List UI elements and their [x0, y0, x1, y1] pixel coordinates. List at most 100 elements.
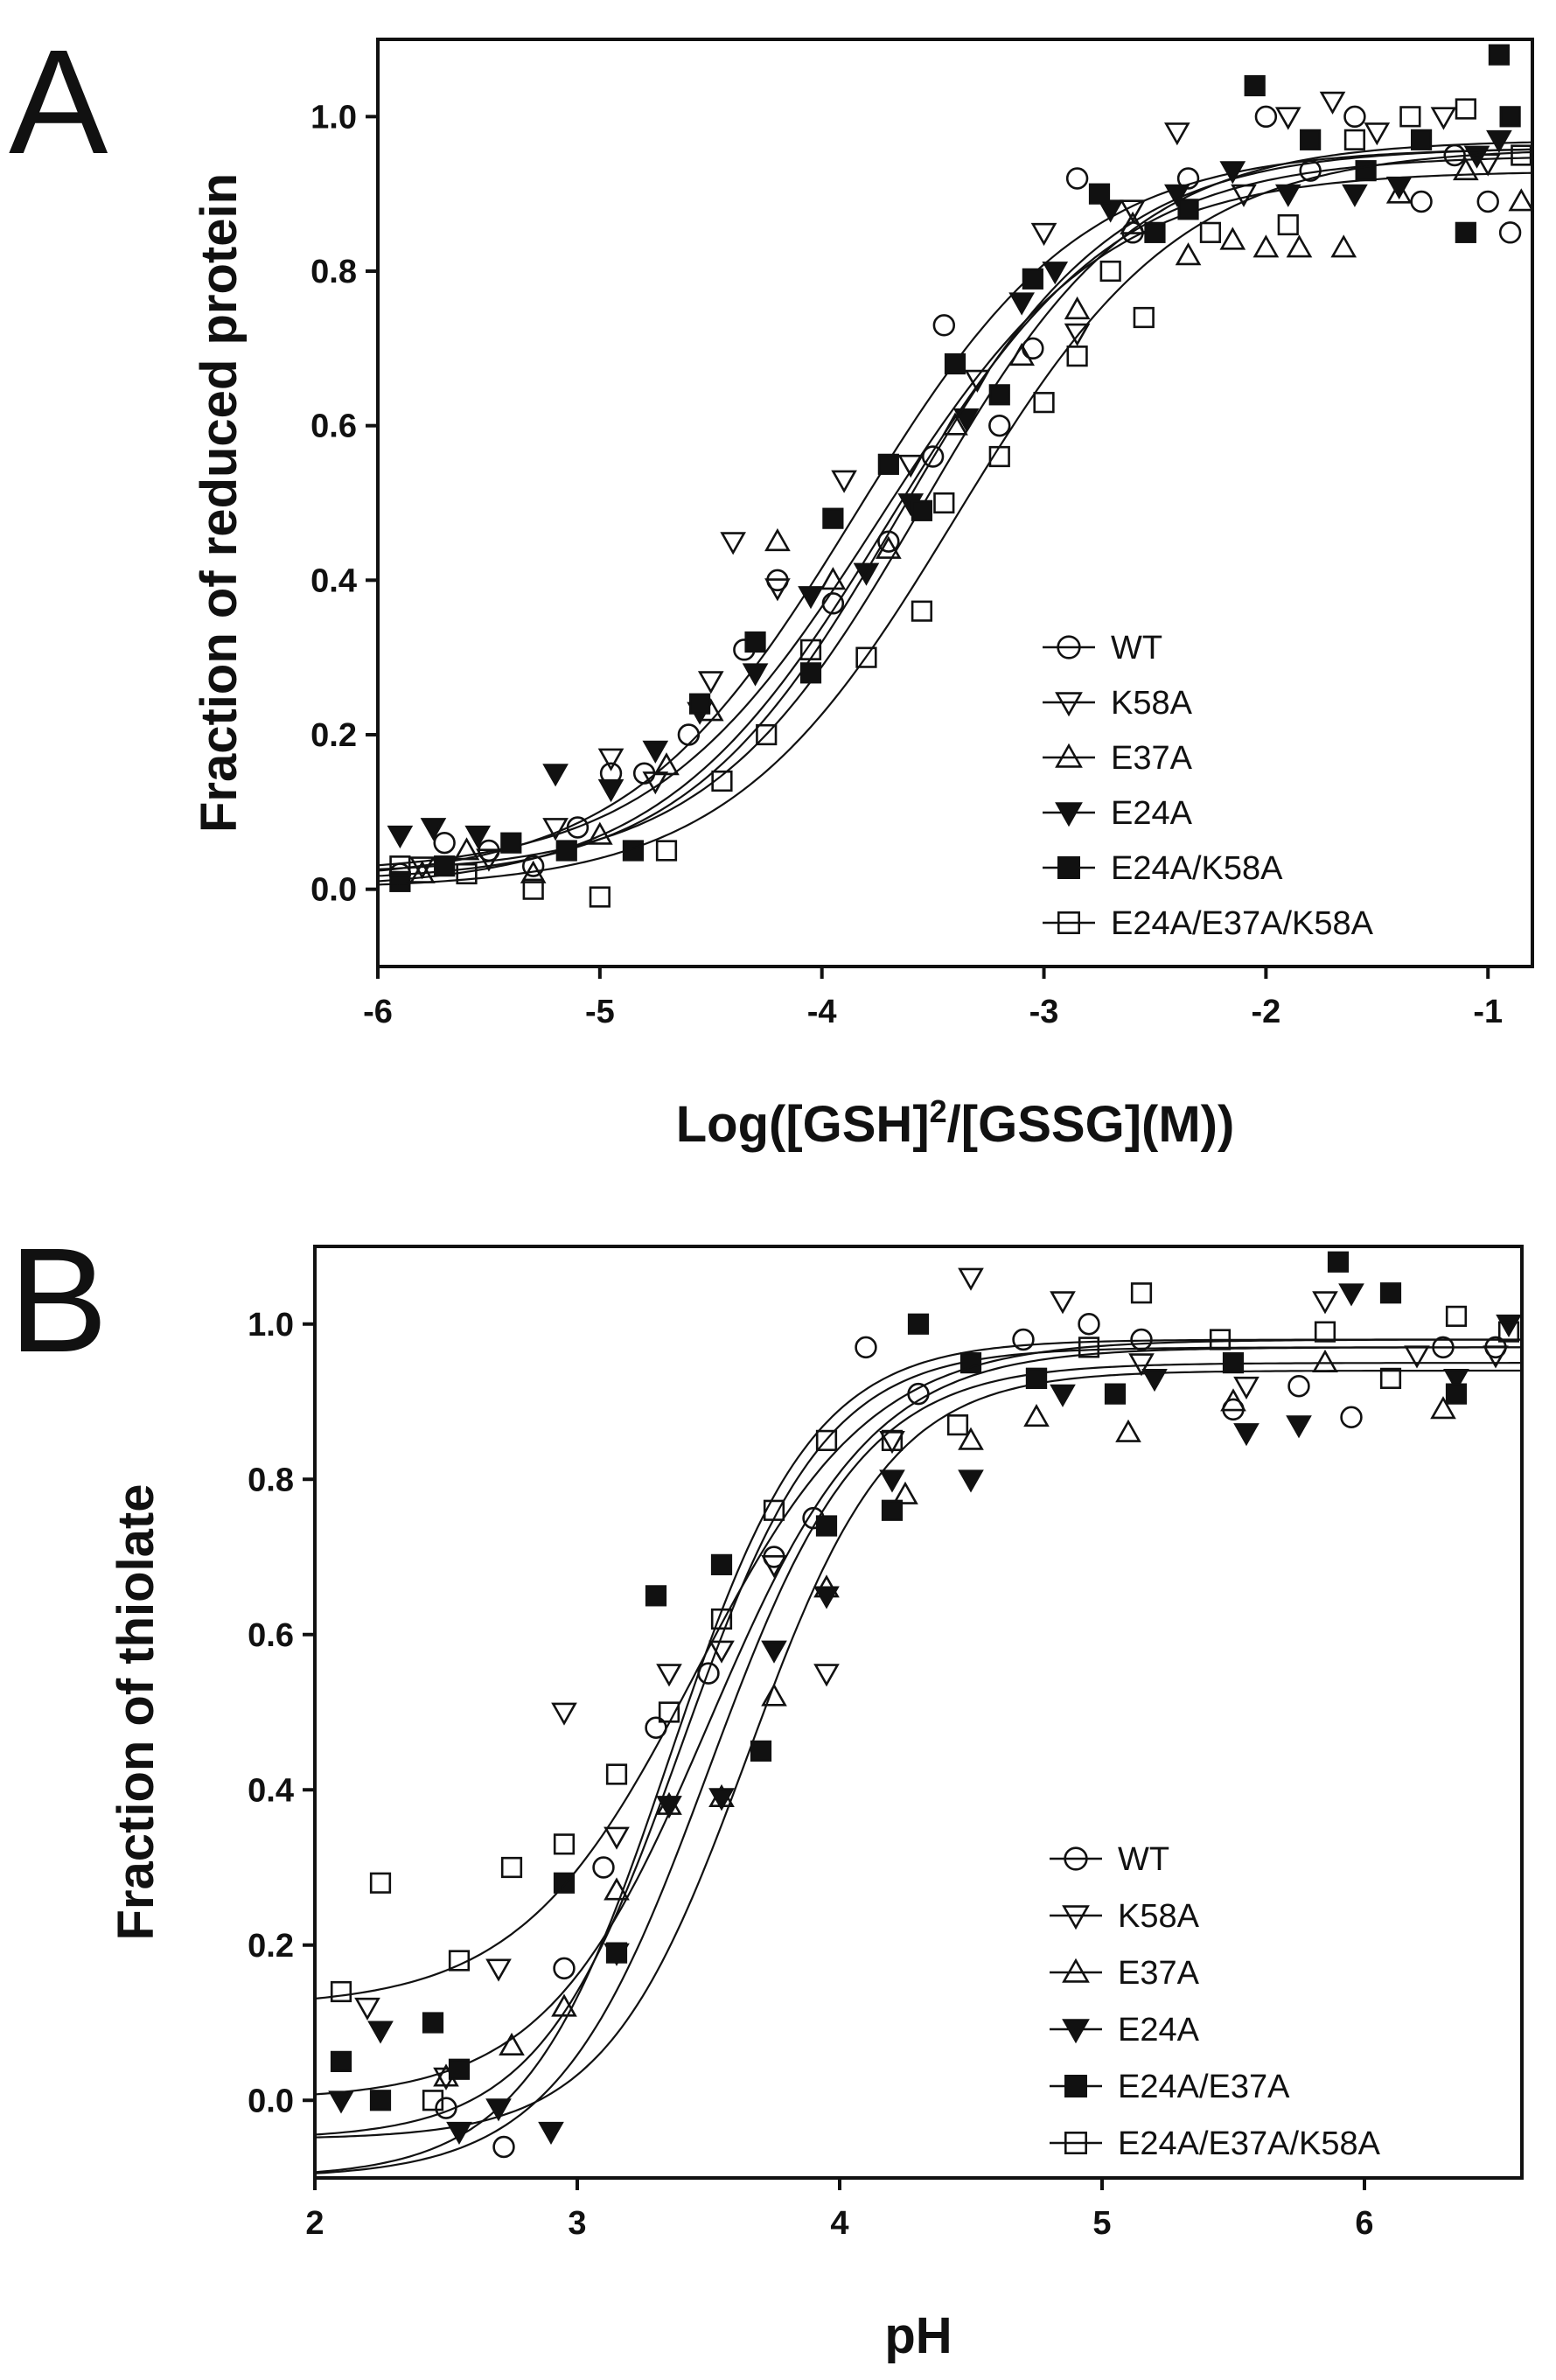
data-point	[500, 1856, 523, 1879]
data-point	[499, 2032, 525, 2056]
data-point	[958, 1427, 984, 1450]
legend-label: E24A/K58A	[1111, 850, 1283, 887]
data-point	[988, 414, 1011, 437]
data-point	[369, 2090, 392, 2111]
fit-curve-b-3	[317, 1362, 1520, 2174]
legend-marker	[1055, 743, 1083, 768]
data-point	[1050, 1291, 1076, 1315]
fit-curve-a-5	[380, 150, 1531, 886]
data-point	[597, 748, 624, 771]
data-point	[1445, 1305, 1468, 1327]
x-tick-label-a: -3	[1029, 994, 1059, 1030]
data-point	[813, 1586, 840, 1609]
data-point	[892, 1481, 918, 1504]
legend-label: K58A	[1111, 685, 1193, 722]
data-point	[688, 693, 711, 715]
data-point	[1319, 91, 1346, 115]
data-point	[354, 1997, 380, 2021]
legend-b: WT K58A E37A E24A E24A/E37A E24A/E37A/K58A	[1050, 1841, 1381, 2162]
data-point	[1312, 1291, 1338, 1315]
data-point	[1176, 167, 1200, 190]
legend-marker	[1055, 802, 1083, 827]
data-point	[677, 723, 701, 746]
data-point	[521, 855, 545, 877]
data-point	[1164, 184, 1190, 207]
data-point	[1064, 323, 1091, 346]
data-point	[605, 1763, 628, 1785]
data-point	[645, 1585, 667, 1607]
legend-label: E24A/E37A/K58A	[1111, 905, 1374, 942]
series-b-5	[317, 1282, 1520, 2111]
data-point	[1033, 392, 1055, 414]
data-point	[553, 1957, 576, 1980]
legend-label: E37A	[1118, 1955, 1200, 1992]
y-tick-label-b: 0.8	[248, 1462, 294, 1498]
data-point	[551, 1993, 577, 2017]
data-point	[911, 499, 933, 521]
x-axis-title-b: pH	[884, 2307, 952, 2364]
series-b-1	[317, 1267, 1520, 2136]
y-tick-label-a: 1.0	[311, 99, 357, 136]
data-point	[433, 831, 456, 855]
data-point	[1042, 262, 1069, 285]
series-b-4	[317, 1251, 1520, 2111]
data-point	[1340, 1406, 1363, 1428]
data-point	[1199, 221, 1222, 243]
data-point	[1088, 183, 1111, 205]
data-point	[1008, 342, 1035, 366]
data-point	[1399, 106, 1421, 128]
data-point	[1222, 1352, 1245, 1374]
series-a-1	[380, 91, 1531, 880]
fit-curve-a-3	[380, 171, 1531, 867]
data-point	[1327, 1251, 1350, 1273]
data-point	[1355, 160, 1377, 182]
data-point	[597, 778, 624, 803]
data-point	[853, 562, 880, 586]
data-point	[1385, 176, 1413, 200]
data-point	[653, 752, 680, 776]
data-point	[764, 578, 791, 602]
data-point	[763, 1499, 785, 1521]
data-point	[877, 453, 899, 475]
y-axis-title-a: Fraction of reduced protein	[191, 173, 248, 833]
data-point	[1430, 1396, 1456, 1420]
data-point	[1379, 1367, 1402, 1389]
data-point	[1008, 292, 1035, 316]
data-point	[799, 662, 822, 684]
data-point	[1330, 234, 1357, 258]
fit-curve-b-0	[317, 1338, 1520, 2174]
data-point	[604, 1826, 630, 1850]
data-point	[1385, 180, 1413, 204]
data-point	[1244, 74, 1266, 97]
y-tick-label-b: 0.0	[248, 2083, 294, 2119]
data-point	[464, 825, 492, 849]
data-point	[1511, 144, 1532, 166]
data-point	[742, 663, 769, 687]
data-point	[1343, 105, 1366, 129]
data-point	[933, 492, 955, 514]
data-point	[1497, 1321, 1520, 1343]
data-point	[1164, 122, 1190, 146]
data-point	[1022, 268, 1043, 290]
data-point	[744, 631, 766, 653]
data-point	[1343, 129, 1366, 150]
data-point	[697, 671, 724, 694]
data-point	[1209, 1329, 1232, 1351]
fit-curve-b-5	[317, 1338, 1520, 2000]
data-point	[1233, 1423, 1259, 1447]
data-point	[1012, 1328, 1035, 1351]
series-b-0	[317, 1313, 1520, 2174]
data-point	[1508, 188, 1535, 212]
series-b-2	[317, 1349, 1520, 2139]
data-point	[367, 2021, 394, 2044]
data-point	[1130, 1282, 1153, 1304]
data-point	[387, 825, 414, 849]
chart-panel-b: 2 3 4 5 6 0.0 0.2 0.4 0.6 0.8 1.0 pH Fraction of thi…	[108, 1245, 1524, 2364]
data-point	[1025, 1367, 1048, 1389]
data-point	[389, 855, 411, 877]
data-point	[555, 840, 577, 862]
data-point	[328, 2090, 354, 2114]
fit-curve-b-4	[317, 1346, 1520, 2096]
legend-a: WT K58A E37A E24A E24A/K58A E24A/E37A/K58A	[1043, 630, 1374, 942]
